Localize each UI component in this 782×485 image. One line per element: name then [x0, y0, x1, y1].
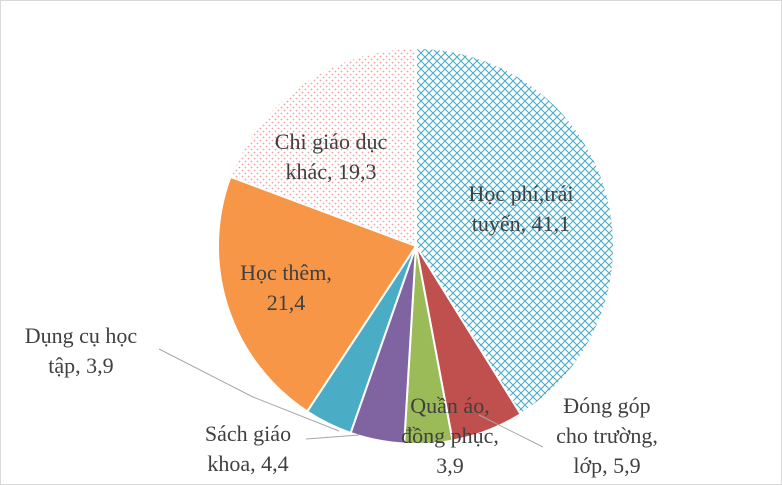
slice-label-0: Học phí,trái tuyến, 41,1 [468, 181, 573, 236]
slice-label-1-line-1: cho trường, [556, 423, 658, 448]
slice-label-2-line-1: đồng phục, [401, 423, 499, 448]
slice-label-1: Đóng góp cho trường, lớp, 5,9 [556, 393, 658, 478]
slice-label-3: Sách giáo khoa, 4,4 [205, 421, 291, 476]
slice-label-3-line-1: khoa, 4,4 [207, 451, 288, 476]
slice-label-2: Quần áo, đồng phục, 3,9 [401, 393, 499, 478]
leader-line-3 [305, 434, 360, 440]
slice-label-5: Học thêm, 21,4 [240, 260, 332, 315]
slice-label-2-line-2: 3,9 [436, 453, 464, 478]
slice-label-4-line-1: tập, 3,9 [48, 353, 113, 378]
slice-label-0-line-1: tuyến, 41,1 [472, 211, 570, 236]
slice-label-0-line-0: Học phí,trái [468, 181, 573, 206]
pie-slice-0 [415, 46, 615, 416]
slice-label-3-line-0: Sách giáo [205, 421, 291, 446]
slice-label-1-line-2: lớp, 5,9 [573, 453, 640, 478]
slice-label-6-line-0: Chi giáo dục [275, 129, 388, 154]
slice-label-4: Dụng cụ học tập, 3,9 [25, 323, 138, 378]
slice-label-1-line-0: Đóng góp [563, 393, 650, 418]
slice-label-5-line-1: 21,4 [267, 290, 306, 315]
slice-label-6-line-1: khác, 19,3 [285, 159, 376, 184]
slice-label-4-line-0: Dụng cụ học [25, 323, 138, 348]
leader-line-4 [158, 348, 340, 432]
leader-line-1 [478, 414, 544, 448]
slice-label-2-line-0: Quần áo, [410, 393, 489, 418]
slice-label-5-line-0: Học thêm, [240, 260, 332, 285]
pie-slice-6 [229, 46, 417, 248]
slice-label-6: Chi giáo dục khác, 19,3 [275, 129, 388, 184]
pie-slice-5 [217, 175, 418, 413]
